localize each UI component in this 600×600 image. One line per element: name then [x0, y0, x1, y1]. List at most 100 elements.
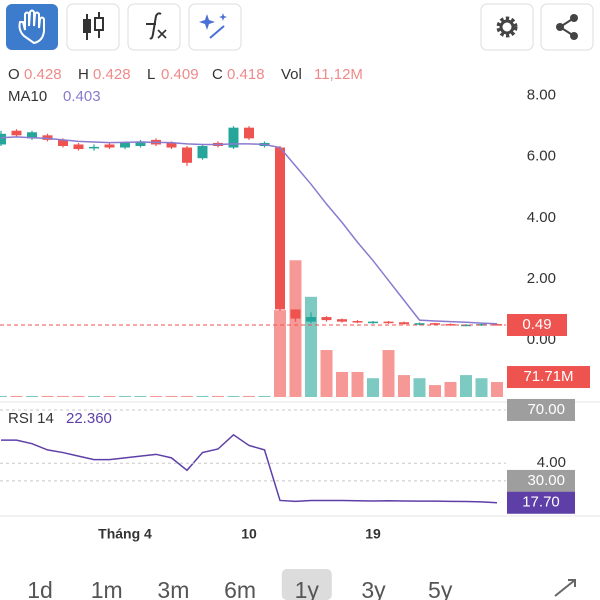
header-value: 0.428	[93, 66, 131, 83]
volume-bar	[475, 378, 488, 397]
volume-bar	[444, 381, 457, 397]
candle-body	[11, 130, 22, 136]
candle-body	[42, 135, 53, 140]
volume-label: 71.71M	[523, 368, 573, 385]
header-label: Vol	[281, 66, 302, 83]
volume-bar	[88, 395, 100, 397]
volume-bar	[305, 296, 317, 397]
range-button[interactable]: 3m	[157, 577, 189, 600]
volume-bar	[336, 371, 348, 397]
volume-label-bg	[507, 366, 590, 389]
volume-bar	[181, 395, 193, 397]
candle-body	[58, 139, 68, 146]
candle-body	[306, 317, 316, 322]
candle-body	[104, 144, 115, 148]
candle-body	[0, 133, 6, 145]
volume-bar	[398, 375, 410, 397]
volume-bar	[460, 375, 472, 397]
last-price-label-bg	[507, 313, 567, 336]
candle-type-button[interactable]	[66, 3, 120, 51]
volume-bar	[289, 260, 302, 397]
rsi-tick-label: 30.00	[527, 472, 565, 489]
y-tick-label: 2.00	[527, 270, 556, 287]
candle-body	[383, 321, 394, 324]
rsi-last-label-bg	[507, 491, 575, 514]
candle-body	[120, 142, 130, 148]
rsi-level-bg	[507, 398, 575, 421]
last-price-label: 0.49	[522, 316, 551, 333]
range-button[interactable]: 6m	[224, 577, 256, 600]
settings-button[interactable]	[480, 3, 534, 51]
volume-bar	[103, 395, 116, 397]
volume-bar	[0, 395, 7, 397]
candle-body	[368, 321, 378, 324]
rsi-line	[1, 433, 498, 504]
volume-bar	[72, 395, 85, 397]
rsi-value: 22.360	[66, 410, 112, 427]
volume-bar	[41, 395, 54, 397]
header-label: C	[212, 66, 223, 83]
draw-tool-button[interactable]	[6, 4, 58, 50]
candle-body	[73, 144, 84, 150]
candle-body	[89, 146, 99, 149]
candle-body	[290, 309, 301, 319]
share-button[interactable]	[540, 3, 594, 51]
selected-range-bg	[281, 569, 332, 600]
header-value: 0.418	[227, 66, 265, 83]
candle-body	[244, 127, 254, 139]
candle-body	[275, 147, 285, 310]
expand-button[interactable]	[554, 579, 576, 597]
candle-body	[352, 321, 363, 323]
header-value: 0.428	[24, 66, 62, 83]
volume-bar	[119, 395, 131, 397]
volume-bar	[429, 385, 441, 397]
candle-body	[476, 324, 487, 326]
range-button[interactable]: 1d	[27, 577, 53, 600]
volume-bar	[243, 395, 255, 397]
candle-body	[321, 317, 332, 321]
candle-body	[135, 141, 146, 146]
rsi-tick-label: 70.00	[527, 401, 565, 418]
candle-body	[182, 147, 192, 163]
volume-bar	[26, 395, 38, 397]
volume-bar	[413, 378, 426, 397]
header-label: H	[78, 66, 89, 83]
volume-bar	[212, 395, 224, 397]
volume-bar	[227, 395, 240, 397]
header-label: O	[8, 66, 20, 83]
x-tick-label: Tháng 4	[98, 526, 152, 542]
x-tick-label: 10	[241, 526, 257, 542]
volume-bar	[351, 371, 364, 397]
header-value: 11,12M	[314, 66, 363, 83]
rsi-label: RSI 14	[8, 410, 54, 427]
volume-bar	[258, 395, 271, 397]
ai-button[interactable]	[188, 3, 242, 51]
range-button[interactable]: 1y	[295, 577, 320, 600]
volume-bar	[150, 395, 162, 397]
ma-value: 0.403	[63, 88, 101, 105]
range-button[interactable]: 1m	[91, 577, 123, 600]
range-button[interactable]: 5y	[428, 577, 453, 600]
volume-bar	[367, 378, 379, 397]
volume-bar	[196, 395, 209, 397]
candle-body	[197, 146, 208, 159]
range-button[interactable]: 3y	[361, 577, 386, 600]
rsi-level-bg	[507, 469, 575, 492]
volume-bar	[382, 350, 395, 397]
candle-body	[27, 132, 37, 139]
candle-body	[166, 142, 177, 148]
volume-bar	[10, 395, 23, 397]
y-tick-label: 6.00	[527, 148, 556, 165]
volume-bar	[320, 350, 333, 397]
candle-body	[228, 127, 239, 148]
volume-bar	[134, 395, 147, 397]
plot-area	[0, 126, 503, 504]
y-tick-label: 8.00	[527, 87, 556, 104]
volume-bar	[274, 310, 286, 397]
volume-bar	[57, 395, 69, 397]
candle-body	[399, 322, 409, 325]
ohlc-header: O 0.428 H 0.428 L 0.409 C 0.418 Vol 11,1…	[8, 66, 363, 427]
indicator-button[interactable]	[127, 3, 181, 51]
candle-body	[414, 323, 425, 325]
rsi-tick-label: 4.00	[537, 454, 566, 471]
